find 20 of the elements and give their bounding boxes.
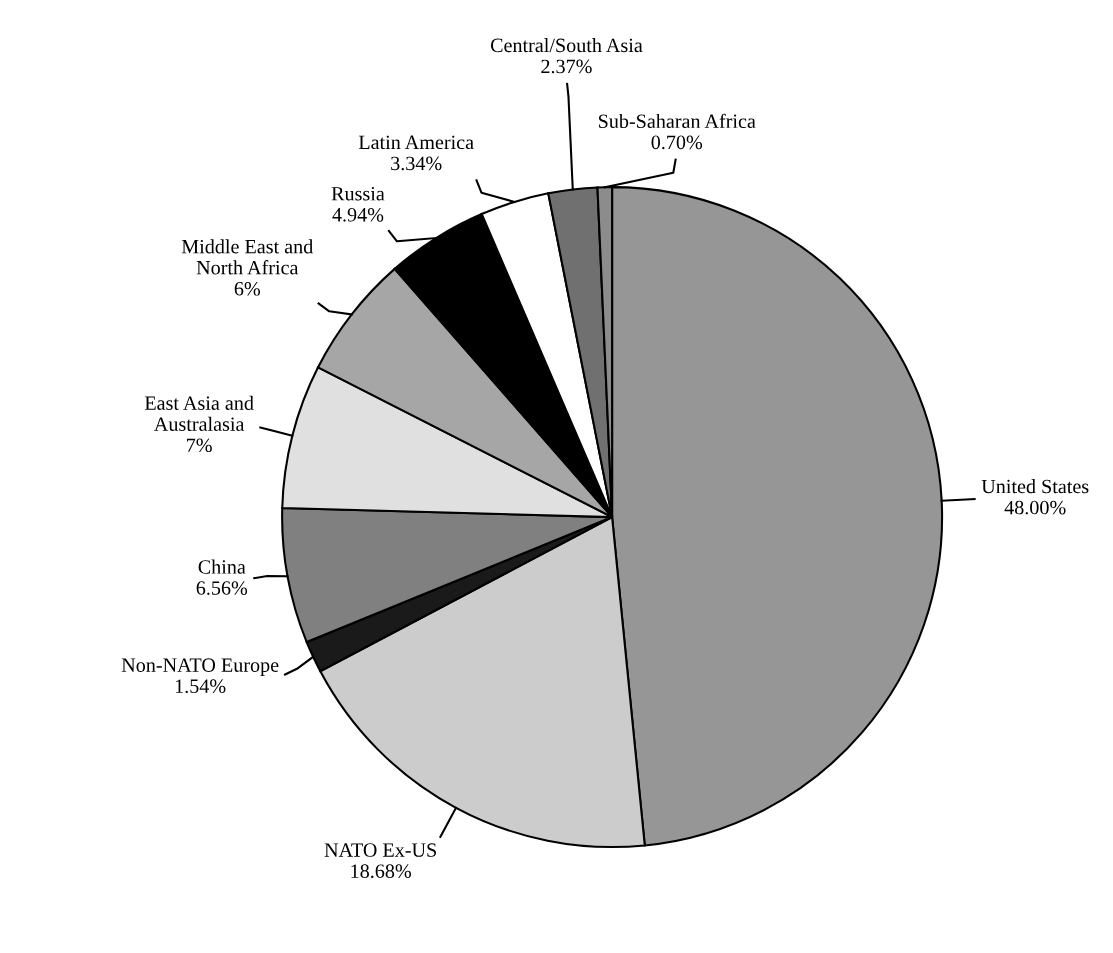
slice-label: Latin America: [358, 135, 474, 150]
data-label: 2.37%: [541, 59, 592, 74]
data-label: 7%: [187, 438, 212, 453]
slice-label: United States: [981, 479, 1089, 494]
slice-label: NATO Ex-US: [324, 843, 437, 857]
slice-label: Russia: [331, 186, 385, 201]
data-label: 1.54%: [175, 679, 226, 694]
data-label: 18.68%: [351, 864, 412, 878]
data-label: 48.00%: [1004, 500, 1066, 515]
data-label: 3.34%: [391, 156, 442, 171]
data-label: 6.56%: [196, 581, 248, 595]
data-label: 4.94%: [332, 207, 384, 222]
slice-label: Middle East and North Africa: [181, 239, 314, 275]
slice-label: Sub-Saharan Africa: [598, 113, 756, 129]
slice-label: East Asia and Australasia: [144, 395, 254, 431]
data-label: 6%: [234, 281, 261, 296]
slice-label: Central/South Asia: [490, 37, 643, 53]
slice-label: China: [198, 559, 246, 574]
slice-label: Non-NATO Europe: [121, 658, 279, 676]
data-label: 0.70%: [651, 135, 703, 150]
